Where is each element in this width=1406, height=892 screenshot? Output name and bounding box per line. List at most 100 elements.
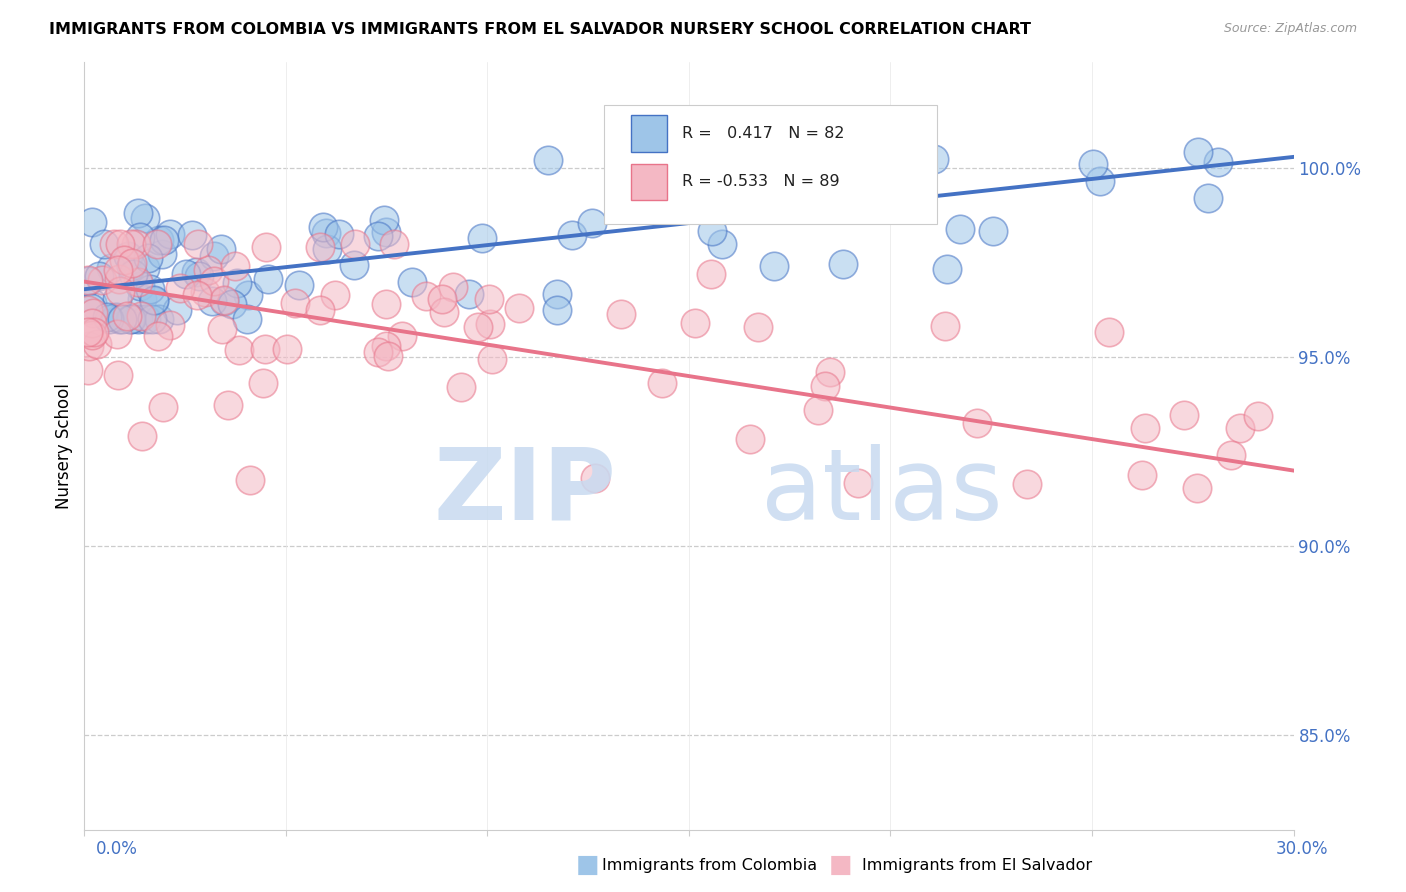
Point (187, 236, 209, 251)
Point (87, 269, 110, 284)
Point (315, 226, 337, 240)
Point (747, 319, 769, 334)
Point (1173, 408, 1195, 422)
Point (561, 227, 583, 242)
Point (1090, 174, 1112, 188)
Point (966, 417, 988, 431)
Point (481, 352, 503, 367)
Point (134, 211, 156, 225)
Point (136, 251, 159, 265)
Point (450, 380, 472, 394)
Point (367, 345, 389, 359)
Point (683, 316, 706, 330)
Point (384, 236, 406, 251)
Text: ■: ■ (830, 854, 852, 877)
Point (143, 293, 166, 307)
Point (100, 260, 122, 275)
Point (471, 231, 494, 245)
Text: IMMIGRANTS FROM COLOMBIA VS IMMIGRANTS FROM EL SALVADOR NURSERY SCHOOL CORRELATI: IMMIGRANTS FROM COLOMBIA VS IMMIGRANTS F… (49, 22, 1031, 37)
Point (936, 261, 959, 276)
Text: Immigrants from El Salvador: Immigrants from El Salvador (862, 858, 1092, 872)
FancyBboxPatch shape (631, 163, 668, 201)
Point (211, 322, 233, 336)
Point (1083, 157, 1105, 171)
Text: 30.0%: 30.0% (1277, 840, 1329, 858)
Point (377, 349, 399, 363)
Point (184, 265, 207, 279)
Point (174, 267, 197, 281)
Point (103, 236, 125, 251)
Point (131, 428, 153, 442)
Point (82, 306, 104, 320)
Point (328, 227, 350, 241)
Point (217, 398, 239, 412)
Point (1197, 191, 1219, 205)
Text: Source: ZipAtlas.com: Source: ZipAtlas.com (1223, 22, 1357, 36)
Point (91, 273, 114, 287)
Point (415, 289, 437, 303)
Point (107, 272, 129, 286)
Point (108, 284, 131, 298)
Point (77, 363, 100, 377)
Point (181, 228, 204, 243)
Point (82, 328, 104, 343)
Point (374, 339, 396, 353)
Point (252, 376, 274, 390)
Point (148, 312, 170, 326)
Point (128, 279, 150, 293)
Point (700, 267, 723, 281)
Point (375, 297, 398, 311)
Point (93, 237, 115, 252)
Point (312, 219, 335, 234)
Text: 0.0%: 0.0% (96, 840, 138, 858)
Point (129, 230, 152, 244)
Text: ZIP: ZIP (433, 443, 616, 541)
Point (82, 296, 104, 310)
Point (131, 292, 153, 306)
Point (1097, 325, 1119, 339)
Point (96, 310, 118, 325)
Point (323, 288, 346, 302)
Point (373, 213, 395, 227)
Point (1017, 477, 1039, 491)
Point (115, 310, 138, 324)
Point (367, 228, 389, 243)
Point (276, 342, 298, 356)
Point (80, 215, 103, 229)
Point (315, 242, 337, 256)
Point (949, 222, 972, 236)
Point (478, 317, 501, 331)
Point (159, 227, 181, 242)
Point (710, 237, 733, 252)
Point (77, 272, 100, 286)
Point (1187, 481, 1209, 495)
Point (820, 365, 842, 379)
Point (922, 152, 945, 166)
Point (134, 261, 156, 276)
Point (254, 240, 277, 254)
Point (239, 473, 262, 487)
Point (934, 318, 956, 333)
Point (121, 256, 143, 270)
Point (125, 236, 148, 251)
Point (375, 225, 398, 239)
Point (153, 233, 176, 247)
Point (1229, 421, 1251, 435)
Point (141, 312, 163, 326)
Point (107, 368, 129, 382)
Point (224, 260, 246, 274)
Text: atlas: atlas (762, 443, 1002, 541)
Point (120, 236, 142, 251)
Point (107, 263, 129, 277)
Text: Immigrants from Colombia: Immigrants from Colombia (602, 858, 818, 872)
FancyBboxPatch shape (605, 104, 936, 224)
Point (120, 312, 142, 326)
Point (152, 400, 174, 414)
Point (148, 233, 170, 247)
Point (83, 325, 105, 339)
Point (139, 282, 162, 296)
Point (288, 278, 311, 293)
Point (238, 287, 260, 301)
Point (284, 295, 307, 310)
Point (221, 297, 243, 311)
